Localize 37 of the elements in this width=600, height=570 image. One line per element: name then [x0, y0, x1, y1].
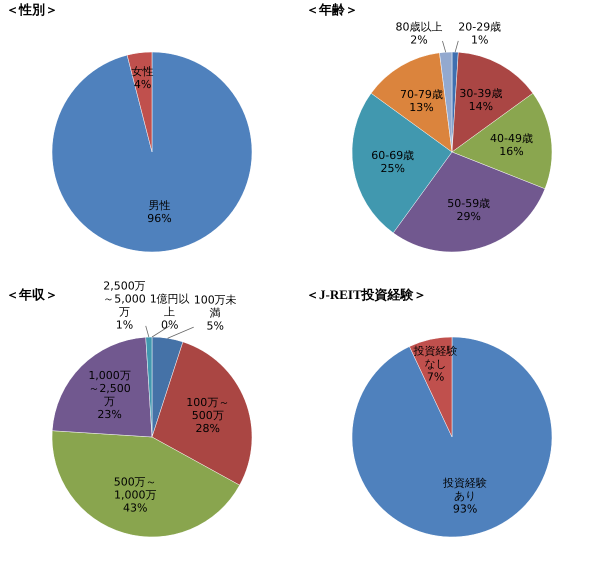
- slice-label: 2,500万～5,000万: [103, 279, 146, 318]
- chart-title: ＜J-REIT投資経験＞: [306, 287, 427, 302]
- slice-label: 30-39歳: [459, 86, 502, 100]
- slice-label: 1,000万～2,500万: [88, 368, 131, 408]
- slice-label: 70-79歳: [400, 88, 443, 101]
- data-label: 28%: [196, 422, 220, 435]
- slice-label: 投資経験あり: [442, 476, 488, 502]
- slice-label: 男性: [148, 198, 171, 212]
- data-label: 16%: [499, 144, 524, 158]
- slice-label: 40-49歳: [490, 132, 534, 145]
- data-label: 7%: [426, 370, 444, 384]
- slice-label: 50-59歳: [447, 197, 490, 210]
- data-label: 2%: [410, 34, 428, 47]
- data-label: 96%: [147, 212, 172, 225]
- data-label: 13%: [409, 100, 434, 114]
- slice-label: 80歳以上: [395, 20, 442, 34]
- data-label: 43%: [123, 502, 148, 515]
- pie-slice: [52, 52, 252, 252]
- text: 0%: [161, 318, 178, 332]
- slice-label: 100万～500万: [186, 396, 230, 422]
- data-label: 1%: [471, 33, 488, 46]
- category-label: 1億円以上: [150, 292, 190, 318]
- data-label: 1%: [116, 318, 134, 332]
- data-label: 93%: [452, 502, 478, 516]
- chart-title: ＜年齢＞: [306, 2, 358, 17]
- data-label: 5%: [206, 320, 224, 333]
- pie-slice: [352, 336, 552, 538]
- data-label: 14%: [468, 100, 494, 113]
- chart-title: ＜性別＞: [6, 2, 58, 17]
- data-label: 29%: [456, 210, 481, 224]
- slice-label: 100万未満: [194, 294, 237, 320]
- data-label: 25%: [380, 162, 405, 175]
- slice-label: 60-69歳: [371, 148, 414, 162]
- text: ＜年収＞: [6, 287, 58, 302]
- data-label: 23%: [97, 408, 122, 421]
- slice-label: 500万～1,000万: [114, 476, 157, 502]
- slice-label: 20-29歳: [458, 20, 502, 34]
